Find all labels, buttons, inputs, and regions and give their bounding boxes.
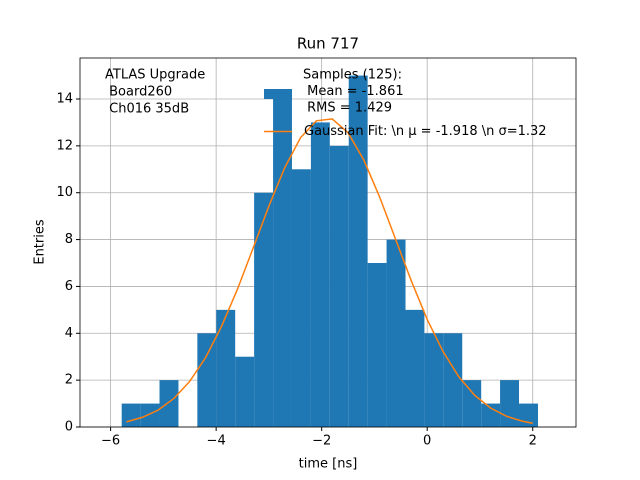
y-tick-label: 6 bbox=[65, 279, 73, 294]
legend-swatch bbox=[264, 89, 292, 99]
bar bbox=[235, 356, 255, 427]
y-tick-label: 14 bbox=[56, 92, 73, 107]
bar bbox=[329, 145, 349, 427]
bar bbox=[462, 380, 482, 427]
y-axis-label: Entries bbox=[33, 219, 48, 265]
bar bbox=[519, 403, 539, 427]
axes-frame bbox=[79, 57, 577, 428]
bar bbox=[197, 333, 217, 427]
y-tick-label: 4 bbox=[65, 326, 73, 341]
annotation: Board260 bbox=[105, 85, 172, 100]
bar bbox=[386, 239, 406, 427]
bar bbox=[481, 403, 501, 427]
bar bbox=[348, 75, 368, 428]
y-tick-label: 10 bbox=[56, 185, 73, 200]
bar bbox=[405, 309, 425, 427]
bar bbox=[121, 403, 141, 427]
annotation: Ch016 35dB bbox=[105, 102, 189, 117]
bar bbox=[273, 99, 292, 427]
bar bbox=[254, 192, 274, 427]
bar bbox=[424, 333, 444, 427]
bar bbox=[443, 333, 463, 427]
x-axis-label: time [ns] bbox=[299, 457, 358, 472]
fit-line bbox=[126, 118, 533, 424]
x-tick-label: −2 bbox=[312, 434, 331, 449]
bar bbox=[140, 403, 160, 427]
legend-label: Samples (125): bbox=[303, 68, 402, 83]
x-tick-label: −6 bbox=[101, 434, 120, 449]
y-tick-label: 0 bbox=[65, 420, 73, 435]
bar bbox=[216, 309, 236, 427]
legend-label: Mean = -1.861 bbox=[303, 84, 404, 99]
x-tick-label: 0 bbox=[423, 434, 431, 449]
y-tick-label: 2 bbox=[65, 373, 73, 388]
bar bbox=[367, 263, 387, 427]
bar bbox=[159, 380, 179, 427]
legend-label: RMS = 1.429 bbox=[303, 101, 392, 116]
x-tick-label: −4 bbox=[207, 434, 226, 449]
y-tick-label: 8 bbox=[65, 232, 73, 247]
annotation: ATLAS Upgrade bbox=[105, 68, 205, 83]
legend-label: Gaussian Fit: \n μ = -1.918 \n σ=1.32 bbox=[304, 124, 547, 139]
bar bbox=[291, 169, 311, 428]
bar bbox=[310, 122, 330, 427]
y-tick-label: 12 bbox=[56, 138, 73, 153]
chart-title: Run 717 bbox=[297, 35, 359, 53]
x-tick-label: 2 bbox=[529, 434, 537, 449]
